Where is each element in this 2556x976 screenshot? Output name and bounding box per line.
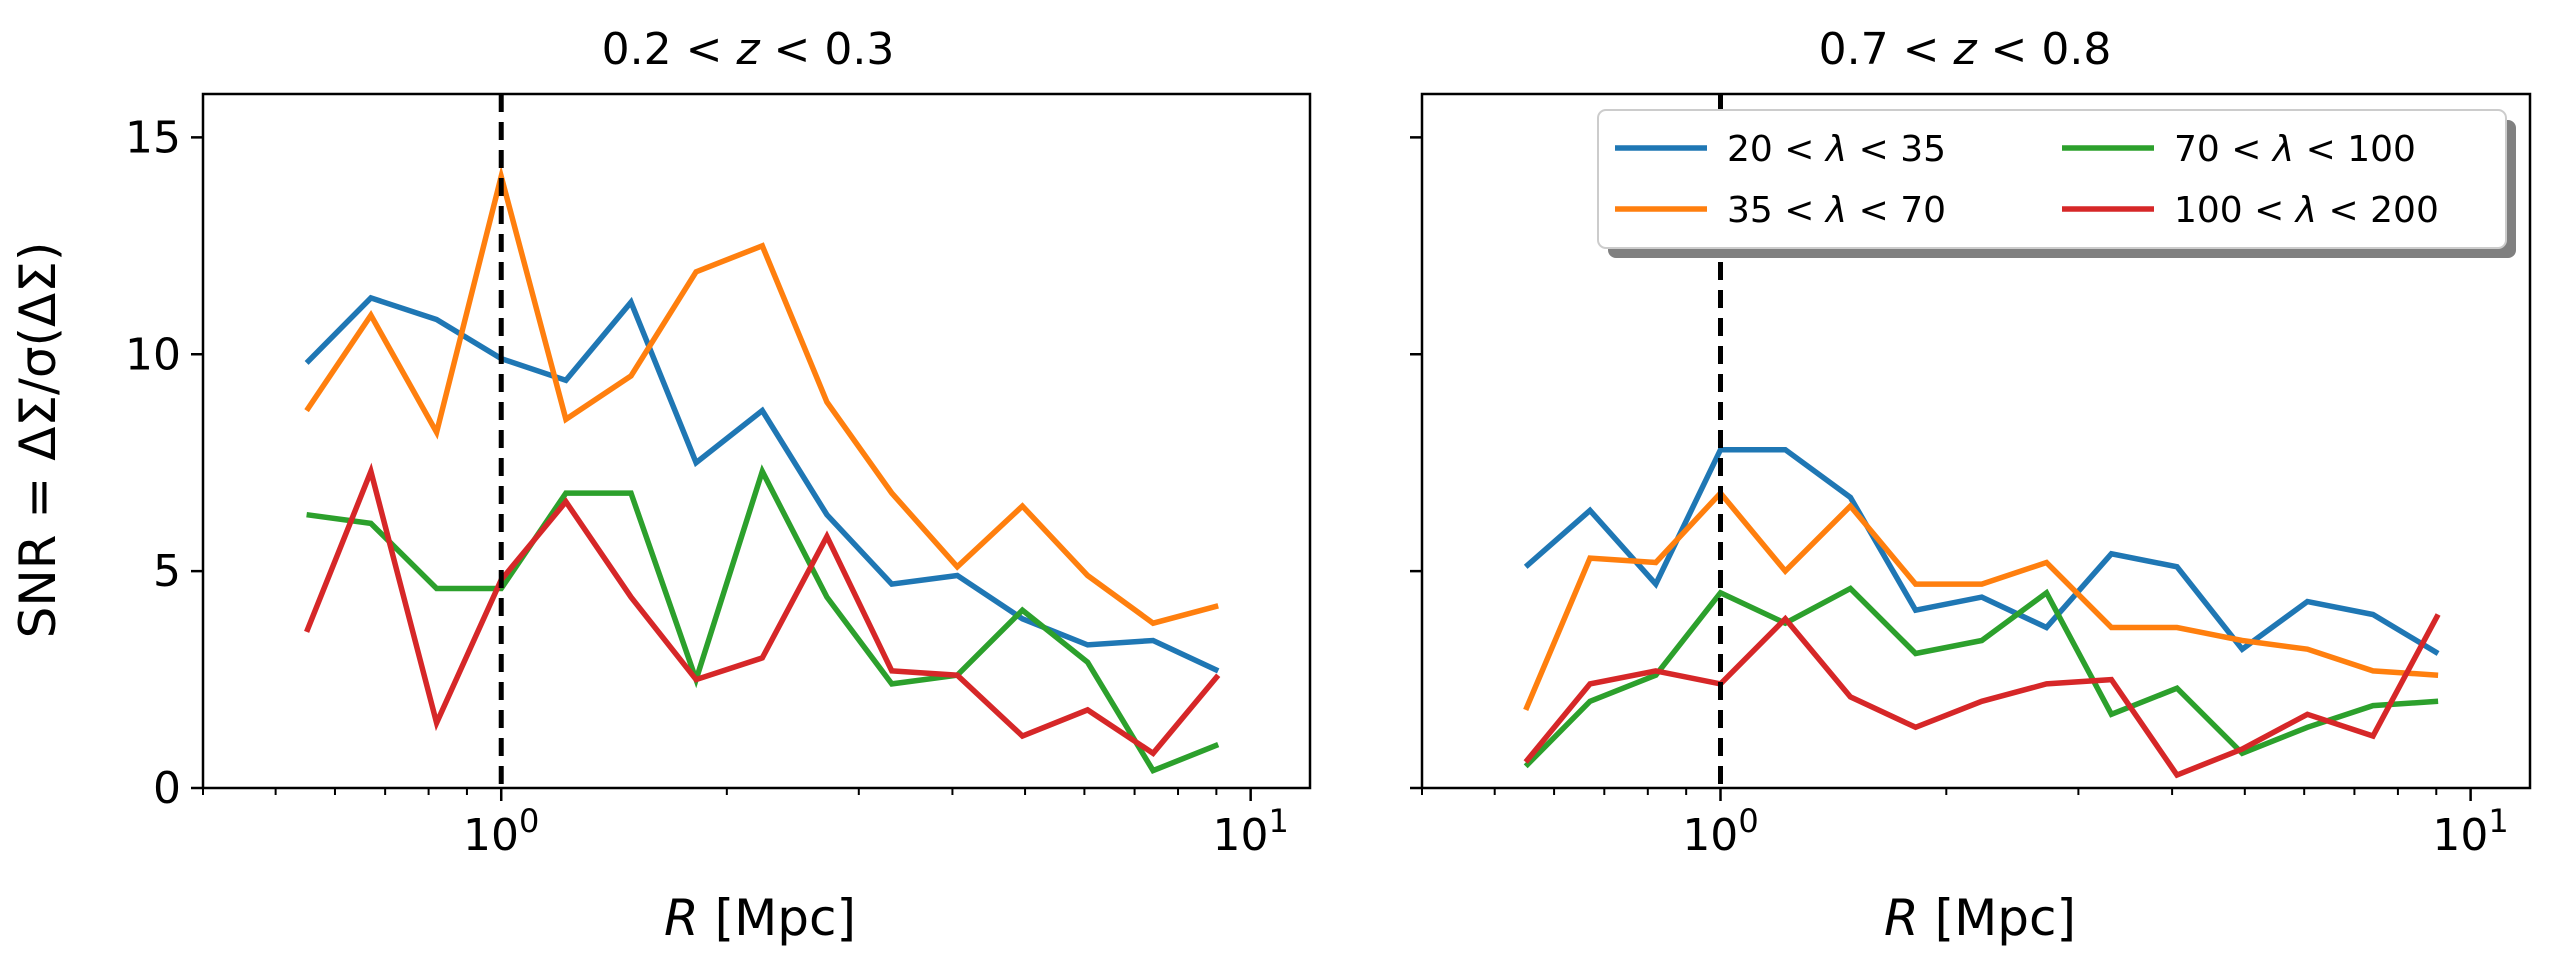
legend-frame [1597, 109, 2507, 249]
plot-area: 0 5 10 15 100 101 [125, 92, 1312, 861]
x-tick-label: 101 [2432, 802, 2508, 861]
legend-label: 35 < λ < 70 [1727, 190, 1946, 231]
y-tick-label: 15 [125, 112, 181, 163]
x-axis-label: R [Mpc] [664, 889, 856, 947]
axes-frame [201, 92, 1312, 790]
panel-title-z: z [1952, 24, 1977, 75]
series-line [304, 165, 1219, 627]
y-tick-label: 5 [153, 546, 181, 597]
panel-title-z: z [735, 24, 760, 75]
x-axis-label-unit: [Mpc] [699, 889, 856, 947]
panel-title-part: 0.2 < [602, 24, 737, 75]
legend-label: 70 < λ < 100 [2174, 129, 2416, 170]
panel-title-part: 0.7 < [1819, 24, 1954, 75]
x-tick-label: 101 [1212, 802, 1288, 861]
panel-title-part: < 0.3 [760, 24, 895, 75]
x-axis-label-unit: [Mpc] [1919, 889, 2076, 947]
series-line [1523, 585, 2439, 769]
x-tick-label: 100 [463, 802, 539, 861]
x-axis-label: R [Mpc] [1884, 889, 2076, 947]
series-line [1523, 488, 2439, 711]
series-line [304, 294, 1220, 674]
panel-title-part: < 0.8 [1977, 24, 2112, 75]
panel-low-z: 0.2 < z < 0.3 0 5 10 15 100 101 R [Mpc] [125, 24, 1312, 947]
series-line [304, 462, 1221, 757]
legend-label: 100 < λ < 200 [2174, 190, 2439, 231]
legend: 20 < λ < 35 70 < λ < 100 35 < λ < 70 100 < … [1597, 109, 2516, 258]
axes-frame [1420, 92, 2532, 790]
y-tick-label: 10 [125, 329, 181, 380]
x-axis-label-var: R [1884, 889, 1919, 947]
y-axis-label: SNR = ΔΣ/σ(ΔΣ) [9, 242, 67, 639]
panel-title: 0.2 < z < 0.3 [602, 24, 895, 75]
legend-label: 20 < λ < 35 [1727, 129, 1946, 170]
x-axis-label-var: R [664, 889, 699, 947]
y-tick-label: 0 [153, 763, 181, 814]
panel-title: 0.7 < z < 0.8 [1819, 24, 2112, 75]
series-line [306, 464, 1220, 775]
x-tick-label: 100 [1682, 802, 1758, 861]
